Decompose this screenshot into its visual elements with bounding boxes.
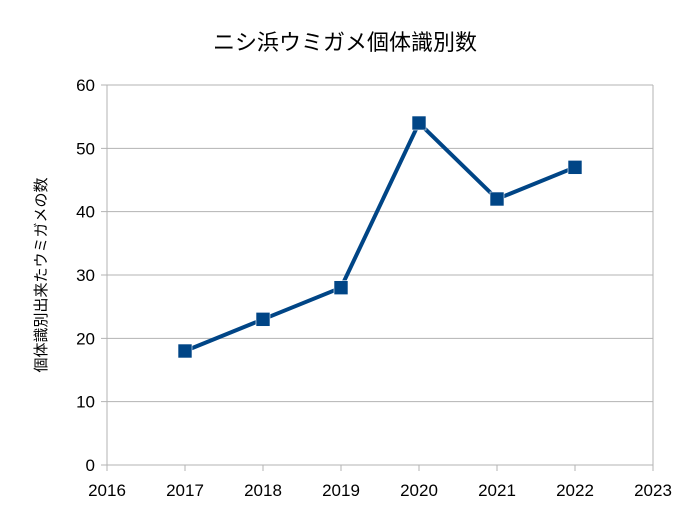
y-tick-label: 40 (76, 203, 95, 222)
data-point-marker (255, 312, 271, 327)
x-tick-labels: 2016 2017 2018 2019 2020 2021 2022 2023 (88, 481, 672, 500)
data-point-marker (333, 280, 349, 295)
data-point-marker (411, 115, 427, 131)
data-point-marker (177, 343, 193, 359)
x-tick-label: 2018 (244, 481, 282, 500)
data-point-marker (489, 191, 505, 207)
data-point-marker (567, 160, 583, 175)
x-tick-label: 2021 (478, 481, 516, 500)
y-tick-labels: 0 10 20 30 40 50 60 (76, 76, 95, 475)
y-tick-label: 20 (76, 329, 95, 348)
x-tick-label: 2017 (166, 481, 204, 500)
axes (106, 85, 654, 471)
y-axis-label: 個体識別出来たウミガメの数 (32, 177, 50, 372)
x-tick-label: 2020 (400, 481, 438, 500)
x-tick-label: 2022 (556, 481, 594, 500)
x-tick-label: 2016 (88, 481, 126, 500)
x-tick-label: 2023 (634, 481, 672, 500)
gridlines (101, 84, 653, 466)
series-line (183, 121, 577, 353)
data-points (177, 115, 583, 359)
chart-title: ニシ浜ウミガメ個体識別数 (213, 31, 477, 56)
y-tick-label: 30 (76, 266, 95, 285)
y-tick-label: 50 (76, 139, 95, 158)
y-tick-label: 60 (76, 76, 95, 95)
x-tick-label: 2019 (322, 481, 360, 500)
y-tick-label: 10 (76, 393, 95, 412)
y-tick-label: 0 (86, 456, 95, 475)
data-series (183, 121, 577, 353)
